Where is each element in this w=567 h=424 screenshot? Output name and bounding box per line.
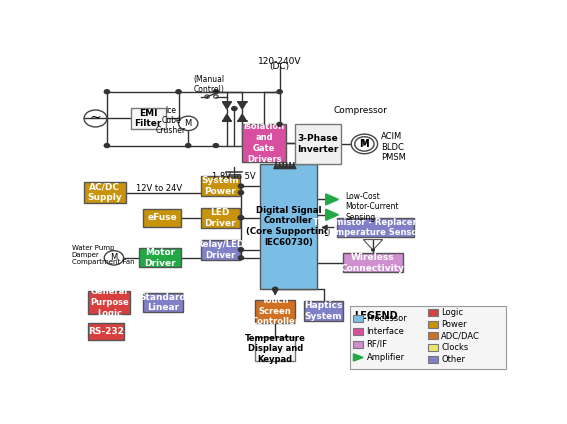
Text: M: M xyxy=(359,139,369,149)
Text: 1.8V to 5V: 1.8V to 5V xyxy=(211,172,255,181)
FancyBboxPatch shape xyxy=(428,344,438,351)
Text: Isolation
and
Gate
Drivers: Isolation and Gate Drivers xyxy=(244,123,285,164)
FancyBboxPatch shape xyxy=(143,209,181,226)
Text: (DC): (DC) xyxy=(269,62,290,71)
Polygon shape xyxy=(238,114,247,121)
Polygon shape xyxy=(325,194,338,205)
Text: Logic: Logic xyxy=(441,308,463,317)
FancyBboxPatch shape xyxy=(88,324,124,340)
Text: Motor
Driver: Motor Driver xyxy=(144,248,176,268)
FancyBboxPatch shape xyxy=(130,108,166,129)
Text: Wireless
Connectivity: Wireless Connectivity xyxy=(341,253,405,273)
FancyBboxPatch shape xyxy=(350,306,506,369)
FancyBboxPatch shape xyxy=(260,164,317,289)
Circle shape xyxy=(104,144,109,148)
Circle shape xyxy=(238,216,244,220)
FancyBboxPatch shape xyxy=(88,291,130,314)
Text: RF/IF: RF/IF xyxy=(367,340,388,349)
FancyBboxPatch shape xyxy=(201,240,240,260)
Circle shape xyxy=(238,216,244,220)
Text: M: M xyxy=(361,139,368,148)
Circle shape xyxy=(185,144,191,148)
Text: Ice
Cube
Crusher: Ice Cube Crusher xyxy=(156,106,186,135)
Text: RS-232: RS-232 xyxy=(88,327,124,336)
FancyBboxPatch shape xyxy=(428,309,438,316)
Text: Power: Power xyxy=(441,320,467,329)
Text: M: M xyxy=(111,254,117,262)
Text: 3-Phase
Inverter: 3-Phase Inverter xyxy=(297,134,338,154)
Circle shape xyxy=(176,90,181,94)
Circle shape xyxy=(238,191,244,195)
Text: eFuse: eFuse xyxy=(147,213,177,222)
Text: Clocks: Clocks xyxy=(441,343,468,352)
Circle shape xyxy=(238,256,244,260)
FancyBboxPatch shape xyxy=(428,321,438,328)
Text: Touch
Screen
Controller: Touch Screen Controller xyxy=(251,296,299,326)
FancyBboxPatch shape xyxy=(255,300,295,323)
Circle shape xyxy=(238,184,244,188)
Text: Water Pump
Damper
Compartment Fan: Water Pump Damper Compartment Fan xyxy=(72,245,134,265)
FancyBboxPatch shape xyxy=(337,218,414,237)
Text: LEGEND: LEGEND xyxy=(354,311,398,321)
FancyBboxPatch shape xyxy=(143,293,183,312)
FancyBboxPatch shape xyxy=(295,124,341,164)
Polygon shape xyxy=(222,114,231,121)
Circle shape xyxy=(277,90,282,94)
Polygon shape xyxy=(353,354,363,361)
FancyBboxPatch shape xyxy=(353,341,363,348)
FancyBboxPatch shape xyxy=(344,253,403,272)
FancyBboxPatch shape xyxy=(201,176,240,196)
Text: Standard
Linear: Standard Linear xyxy=(139,293,187,312)
FancyBboxPatch shape xyxy=(201,208,240,228)
Text: Haptics
System: Haptics System xyxy=(304,301,342,321)
Text: Other: Other xyxy=(441,355,465,364)
FancyBboxPatch shape xyxy=(304,301,344,321)
Text: ~: ~ xyxy=(90,111,101,125)
Text: Relay/LED
Driver: Relay/LED Driver xyxy=(196,240,244,259)
FancyBboxPatch shape xyxy=(84,182,126,203)
Text: General
Purpose
Logic: General Purpose Logic xyxy=(90,287,129,318)
Text: ADC/DAC: ADC/DAC xyxy=(441,332,480,340)
FancyBboxPatch shape xyxy=(255,337,295,361)
Polygon shape xyxy=(222,102,231,109)
Text: Low-Cost
Motor-Current
Sensing: Low-Cost Motor-Current Sensing xyxy=(345,192,399,221)
Text: Processor: Processor xyxy=(367,314,407,323)
Circle shape xyxy=(273,287,278,291)
Text: Thermistor - Replacement
Temperature Sensors: Thermistor - Replacement Temperature Sen… xyxy=(313,218,437,237)
Text: Amplifier: Amplifier xyxy=(367,353,405,362)
Text: 12V to 24V: 12V to 24V xyxy=(136,184,182,193)
Text: System
Power: System Power xyxy=(201,176,239,196)
FancyBboxPatch shape xyxy=(353,315,363,322)
Text: Interface: Interface xyxy=(367,327,404,336)
FancyBboxPatch shape xyxy=(428,356,438,363)
Text: Temperature
Display and
Keypad: Temperature Display and Keypad xyxy=(245,334,306,364)
Circle shape xyxy=(213,144,218,148)
Polygon shape xyxy=(325,209,338,220)
Circle shape xyxy=(277,123,282,126)
Text: Digital Signal
Controller
(Core Supporting
IEC60730): Digital Signal Controller (Core Supporti… xyxy=(246,206,331,247)
Circle shape xyxy=(238,248,244,252)
Circle shape xyxy=(213,90,218,94)
Polygon shape xyxy=(238,102,247,109)
FancyBboxPatch shape xyxy=(428,332,438,340)
Circle shape xyxy=(371,249,374,251)
FancyBboxPatch shape xyxy=(139,248,181,268)
FancyBboxPatch shape xyxy=(242,124,286,162)
Text: ACIM
BLDC
PMSM: ACIM BLDC PMSM xyxy=(380,132,405,162)
Text: 120-240V: 120-240V xyxy=(258,57,301,67)
Text: LED
Driver: LED Driver xyxy=(205,208,236,228)
Text: Compressor: Compressor xyxy=(334,106,388,114)
Circle shape xyxy=(232,107,237,111)
Text: (Manual
Control): (Manual Control) xyxy=(193,75,225,94)
Text: M: M xyxy=(185,119,192,128)
FancyBboxPatch shape xyxy=(353,328,363,335)
Text: EMI
Filter: EMI Filter xyxy=(134,109,162,128)
Circle shape xyxy=(104,90,109,94)
Text: AC/DC
Supply: AC/DC Supply xyxy=(87,183,122,202)
